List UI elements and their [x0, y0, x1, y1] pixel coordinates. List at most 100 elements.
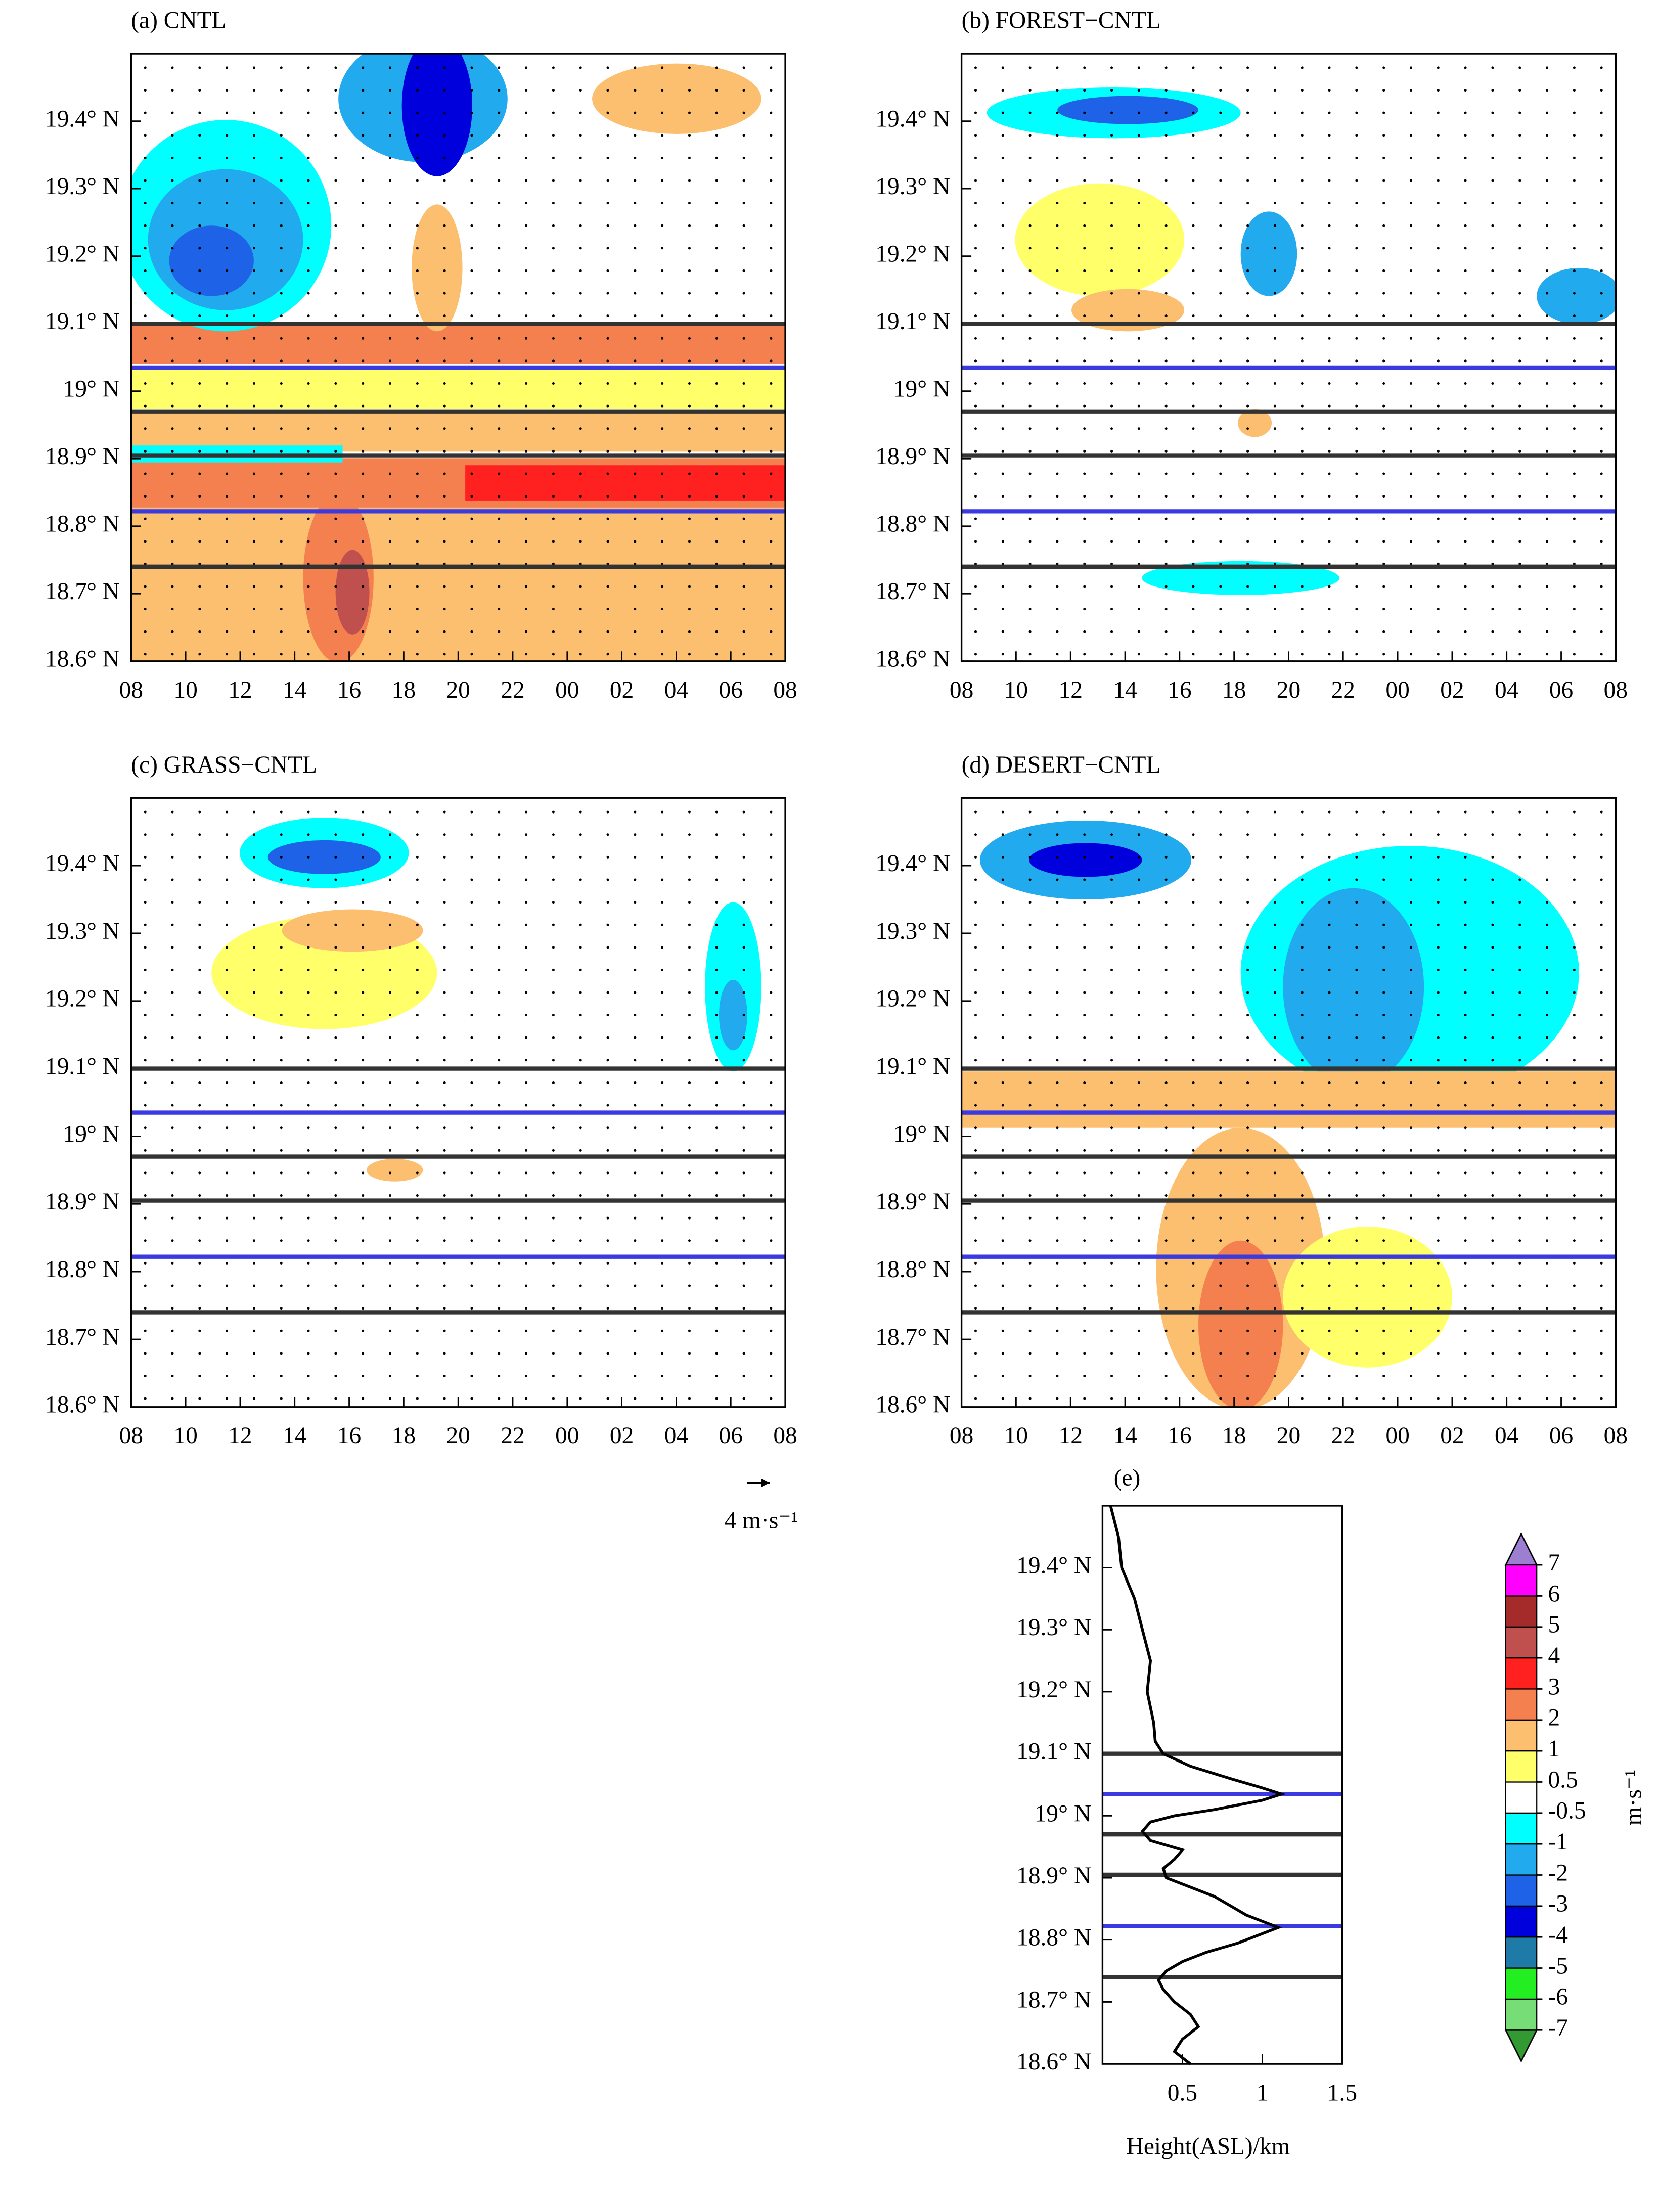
vector-dot	[715, 134, 718, 137]
vector-dot	[144, 111, 147, 114]
vector-dot	[1437, 1059, 1440, 1062]
vector-dot	[974, 179, 977, 182]
vector-dot	[1518, 1284, 1521, 1287]
vector-dot	[1083, 540, 1086, 543]
vector-dot	[1001, 855, 1004, 859]
vector-dot	[1573, 630, 1576, 633]
vector-dot	[226, 946, 229, 949]
vector-dot	[1028, 1307, 1032, 1310]
vector-dot	[1518, 946, 1521, 949]
vector-dot	[579, 247, 582, 250]
vector-dot	[198, 1194, 201, 1197]
vector-dot	[1301, 111, 1304, 114]
vector-dot	[443, 1352, 446, 1355]
vector-dot	[688, 878, 691, 881]
vector-dot	[1001, 314, 1004, 318]
vector-dot	[198, 179, 201, 182]
vector-dot	[1328, 653, 1331, 656]
vector-dot	[1083, 224, 1086, 227]
vector-dot	[1028, 1374, 1032, 1377]
vector-dot	[307, 923, 310, 926]
vector-dot	[1192, 1194, 1195, 1197]
vector-dot	[1464, 1261, 1467, 1265]
vector-dot	[1001, 810, 1004, 814]
vector-dot	[171, 247, 174, 250]
vector-dot	[1273, 878, 1276, 881]
x-tick-label: 08	[1604, 1423, 1628, 1449]
vector-dot	[362, 923, 365, 926]
vector-dot	[1355, 1397, 1358, 1400]
vector-dot	[470, 1397, 473, 1400]
vector-dot	[1192, 855, 1195, 859]
vector-dot	[1164, 1126, 1168, 1130]
vector-dot	[1110, 202, 1113, 205]
vector-dot	[362, 156, 365, 159]
vector-dot	[1110, 1059, 1113, 1062]
vector-dot	[252, 1352, 255, 1355]
vector-dot	[1028, 427, 1032, 430]
vector-dot	[1110, 1036, 1113, 1039]
vector-dot	[552, 1239, 555, 1242]
vector-dot	[525, 156, 528, 159]
vector-dot	[498, 1081, 501, 1085]
vector-dot	[171, 314, 174, 318]
vector-dot	[715, 1104, 718, 1107]
vector-dot	[1028, 224, 1032, 227]
panel-title: (d) DESERT−CNTL	[962, 752, 1161, 778]
vector-dot	[525, 179, 528, 182]
vector-dot	[198, 1036, 201, 1039]
vector-dot	[1219, 66, 1222, 69]
vector-dot	[688, 449, 691, 453]
vector-dot	[1001, 359, 1004, 363]
vector-dot	[470, 382, 473, 385]
vector-dot	[1192, 472, 1195, 475]
vector-dot	[770, 562, 773, 565]
vector-dot	[307, 810, 310, 814]
vector-dot	[1464, 562, 1467, 565]
vector-dot	[1600, 653, 1603, 656]
vector-dot	[1328, 337, 1331, 340]
vector-dot	[1273, 247, 1276, 250]
vector-dot	[661, 855, 664, 859]
vector-dot	[498, 427, 501, 430]
vector-dot	[1546, 1149, 1549, 1152]
vector-dot	[1546, 1081, 1549, 1085]
vector-dot	[1355, 608, 1358, 611]
vector-dot	[280, 1239, 283, 1242]
vector-dot	[416, 517, 419, 520]
vector-dot	[362, 89, 365, 92]
vector-dot	[1328, 66, 1331, 69]
vector-dot	[144, 946, 147, 949]
vector-dot	[1192, 1261, 1195, 1265]
vector-dot	[1028, 111, 1032, 114]
vector-dot	[1192, 608, 1195, 611]
vector-dot	[443, 1081, 446, 1085]
vector-dot	[552, 179, 555, 182]
vector-dot	[742, 269, 745, 272]
vector-dot	[1328, 89, 1331, 92]
vector-dot	[226, 1397, 229, 1400]
vector-dot	[1192, 359, 1195, 363]
vector-dot	[1137, 247, 1140, 250]
vector-dot	[552, 991, 555, 994]
vector-dot	[1464, 1397, 1467, 1400]
vector-dot	[1437, 878, 1440, 881]
vector-dot	[1328, 585, 1331, 588]
vector-dot	[1083, 1014, 1086, 1017]
vector-dot	[443, 495, 446, 498]
vector-dot	[1273, 923, 1276, 926]
y-tick-label: 19° N	[893, 1121, 950, 1147]
vector-dot	[1056, 337, 1059, 340]
vector-dot	[634, 1149, 637, 1152]
vector-dot	[715, 901, 718, 904]
vector-dot	[1110, 653, 1113, 656]
vector-dot	[552, 1104, 555, 1107]
vector-dot	[552, 472, 555, 475]
vector-dot	[362, 1149, 365, 1152]
vector-dot	[1137, 202, 1140, 205]
vector-dot	[226, 404, 229, 408]
vector-dot	[715, 269, 718, 272]
vector-dot	[1491, 495, 1494, 498]
vector-dot	[443, 134, 446, 137]
vector-dot	[1491, 1352, 1494, 1355]
